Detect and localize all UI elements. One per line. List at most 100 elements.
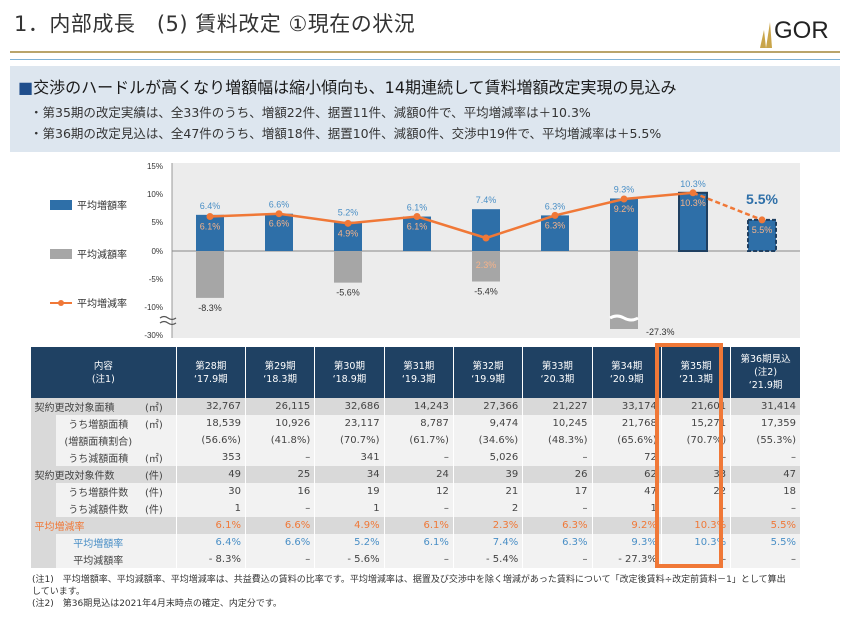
- table-cell: (56.6%): [175, 432, 246, 449]
- table-row: (増額面積割合) (56.6%) (41.8%) (70.7%) (61.7%) (34.…: [29, 432, 800, 449]
- table-cell: 49: [175, 466, 246, 483]
- net-rate-point: [620, 195, 628, 203]
- increase-label: 9.3%: [614, 184, 635, 194]
- increase-bar: [265, 213, 293, 251]
- table-cell: –: [660, 500, 731, 517]
- table-cell: 6.3%: [522, 517, 593, 534]
- table-cell: 1: [314, 500, 385, 517]
- increase-label: 7.4%: [476, 195, 497, 205]
- table-cell: 26: [522, 466, 593, 483]
- row-unit: [140, 534, 177, 551]
- table-cell: 12: [383, 483, 454, 500]
- net-rate-label: 5.5%: [752, 225, 773, 235]
- table-cell: 6.1%: [383, 517, 454, 534]
- table-cell: 21,768: [591, 415, 662, 432]
- table-cell: –: [522, 551, 593, 568]
- table-cell: 10.3%: [660, 534, 731, 551]
- row-indent: [29, 449, 56, 466]
- net-rate-label: 6.6%: [269, 219, 290, 229]
- table-cell: (70.7%): [314, 432, 385, 449]
- table-cell: 6.1%: [175, 517, 246, 534]
- table-cell: 1: [591, 500, 662, 517]
- table-cell: 72: [591, 449, 662, 466]
- row-indent: [29, 415, 56, 432]
- row-unit: [140, 517, 177, 534]
- table-cell: –: [244, 449, 315, 466]
- increase-bar: [403, 216, 431, 251]
- table-cell: –: [730, 551, 800, 568]
- footnotes: (注1) 平均増額率、平均減額率、平均増減率は、共益費込の賃料の比率です。平均増…: [32, 574, 831, 610]
- table-cell: 341: [314, 449, 385, 466]
- net-rate-line: [209, 191, 694, 240]
- column-header: 第31期 ‘19.3期: [383, 347, 454, 398]
- table-cell: 25: [244, 466, 315, 483]
- page-title: 1．内部成長 (5) 賃料改定 ①現在の状況: [14, 12, 416, 36]
- net-rate-label: 2.3%: [476, 260, 497, 270]
- table-cell: - 27.3%: [591, 551, 662, 568]
- table-cell: - 5.4%: [452, 551, 523, 568]
- table-row: うち減額件数 (件) 1–1–2–1– –: [29, 500, 800, 517]
- row-unit: (㎡): [140, 449, 177, 466]
- net-rate-point: [482, 234, 490, 242]
- increase-bar: [678, 191, 708, 252]
- table-cell: 62: [591, 466, 662, 483]
- increase-bar: [196, 214, 224, 251]
- decrease-bar: [196, 251, 224, 298]
- table-cell: –: [383, 551, 454, 568]
- column-header: 第32期 ‘19.9期: [452, 347, 523, 398]
- table-cell: 39: [452, 466, 523, 483]
- header-content: 内容 (注1): [30, 347, 177, 398]
- table-cell: –: [383, 500, 454, 517]
- table-cell: –: [383, 449, 454, 466]
- row-indent: [29, 483, 56, 500]
- net-rate-point: [551, 211, 559, 219]
- row-indent: [29, 534, 56, 551]
- summary-headline: ■交渉のハードルが高くなり増額幅は縮小傾向も、14期連続して賃料増額改定実現の見…: [18, 78, 677, 97]
- table-cell: 10,926: [244, 415, 315, 432]
- table-section: 内容 (注1) 第28期 ‘17.9期 第29期 ‘18.3期 第30期 ‘18.9期 第31期…: [29, 347, 831, 610]
- highlight-period-35: [655, 343, 723, 568]
- table-row: 契約更改対象面積 (㎡) 32,767 26,115 32,686 14,243 27,36…: [30, 398, 800, 415]
- column-header: 第29期 ‘18.3期: [244, 347, 315, 398]
- table-row: うち増額件数 (件) 30 16 19 12 21 17 47 22 18: [29, 483, 800, 500]
- summary-bullet: ・第36期の改定見込は、全47件のうち、増額18件、据置10件、減額0件、交渉中…: [30, 126, 662, 141]
- summary-box: ■交渉のハードルが高くなり増額幅は縮小傾向も、14期連続して賃料増額改定実現の見…: [10, 66, 840, 152]
- row-label: 契約更改対象件数: [30, 466, 141, 483]
- table-cell: 2.3%: [452, 517, 523, 534]
- column-header: 第33期 ‘20.3期: [522, 347, 593, 398]
- row-label: うち減額件数: [55, 500, 141, 517]
- table-cell: (70.7%): [660, 432, 731, 449]
- table-cell: 6.6%: [244, 517, 315, 534]
- table-cell: - 8.3%: [175, 551, 246, 568]
- increase-bar: [472, 209, 500, 251]
- table-row: 平均増額率 6.4% 6.6% 5.2% 6.1% 7.4% 6.3% 9.3% 10.3% 5.…: [29, 534, 800, 551]
- table-cell: 5.2%: [314, 534, 385, 551]
- table-cell: 30: [175, 483, 246, 500]
- title-rule: [10, 51, 840, 53]
- net-rate-label: 6.1%: [200, 222, 221, 232]
- net-rate-label: 6.3%: [545, 220, 566, 230]
- row-label: 平均増減率: [30, 517, 141, 534]
- forecast-label: 5.5%: [746, 191, 778, 207]
- increase-label: 6.4%: [200, 201, 221, 211]
- increase-bar: [610, 198, 638, 251]
- net-rate-point: [206, 213, 214, 221]
- row-label: うち増額件数: [55, 483, 141, 500]
- row-indent: [29, 432, 56, 449]
- axis-break-icon: [609, 314, 639, 322]
- table-cell: 31,414: [730, 398, 800, 415]
- decrease-label: -8.3%: [198, 303, 222, 313]
- decrease-label: -27.3%: [646, 327, 675, 337]
- table-cell: 33: [660, 466, 731, 483]
- row-label: 平均減額率: [55, 551, 141, 568]
- table-cell: - 5.6%: [314, 551, 385, 568]
- table-cell: 47: [591, 483, 662, 500]
- table-cell: 17: [522, 483, 593, 500]
- table-cell: –: [660, 551, 731, 568]
- y-tick-label: -10%: [144, 303, 163, 312]
- table-cell: 8,787: [383, 415, 454, 432]
- increase-label: 6.3%: [545, 201, 566, 211]
- table-row: うち減額面積 (㎡) 353–341–5,026–72– –: [29, 449, 800, 466]
- table-cell: 32,686: [314, 398, 385, 415]
- row-unit: (件): [140, 500, 177, 517]
